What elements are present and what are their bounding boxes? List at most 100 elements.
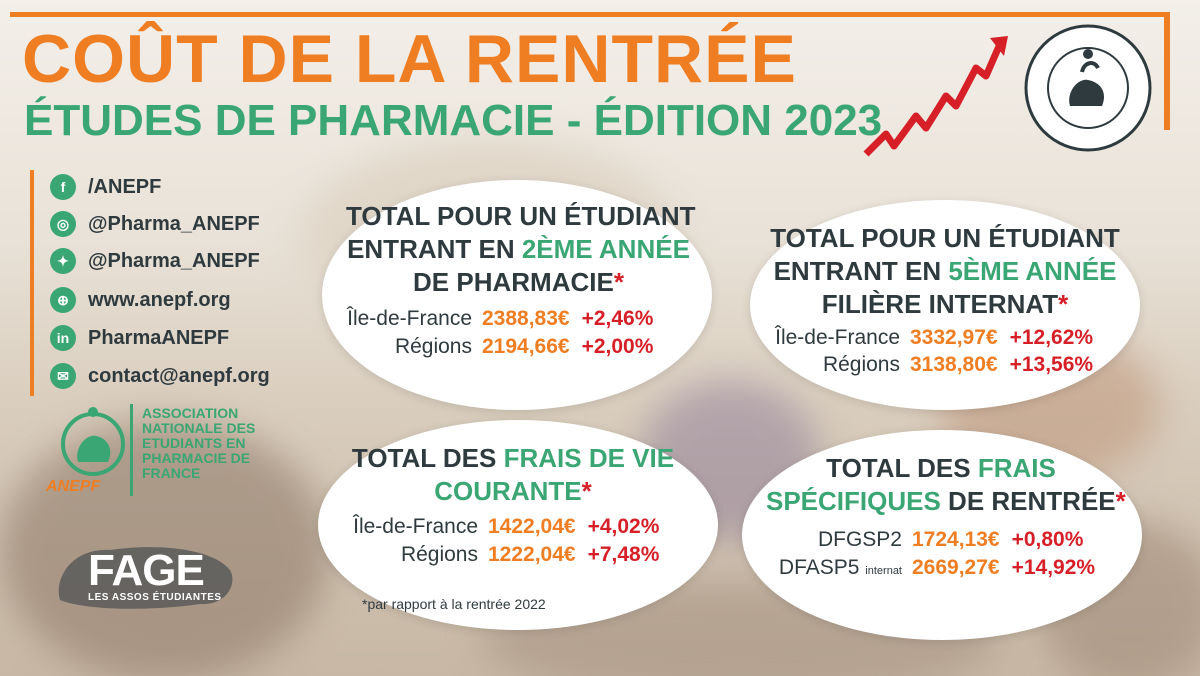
cost-row: DFASP5 internat 2669,27€ +14,92% bbox=[762, 556, 1095, 580]
card-specific-fees bbox=[742, 430, 1142, 640]
social-label: @Pharma_ANEPF bbox=[88, 212, 260, 235]
asterisk: * bbox=[1115, 486, 1126, 516]
facebook-icon: f bbox=[50, 174, 76, 200]
cost-row: DFGSP2 1724,13€ +0,80% bbox=[762, 528, 1083, 552]
asterisk: * bbox=[581, 476, 592, 506]
row-value: 2194,66€ bbox=[482, 335, 570, 358]
row-label: Régions bbox=[822, 353, 900, 376]
row-change: +7,48% bbox=[587, 543, 660, 566]
page-subtitle: ÉTUDES DE PHARMACIE - ÉDITION 2023 bbox=[24, 96, 883, 145]
social-label: www.anepf.org bbox=[88, 288, 231, 311]
card-title-line: TOTAL DES FRAIS DE VIE bbox=[338, 442, 688, 475]
fage-tagline: LES ASSOS ÉTUDIANTES bbox=[88, 592, 222, 603]
row-change: +14,92% bbox=[1011, 556, 1096, 579]
mail-icon: ✉ bbox=[50, 363, 76, 389]
card-title-highlight: SPÉCIFIQUES bbox=[766, 486, 941, 516]
row-value: 1724,13€ bbox=[912, 528, 1000, 551]
card-title-text: DE PHARMACIE bbox=[413, 267, 614, 297]
page-title: COÛT DE LA RENTRÉE bbox=[22, 21, 797, 97]
row-label: DFASP5 internat bbox=[762, 556, 902, 580]
card-title-line: SPÉCIFIQUES DE RENTRÉE* bbox=[766, 485, 1126, 518]
row-change: +2,46% bbox=[581, 307, 654, 330]
row-value: 2388,83€ bbox=[482, 307, 570, 330]
card-title-text: TOTAL DES bbox=[826, 453, 978, 483]
row-label: Régions bbox=[400, 543, 478, 566]
social-linkedin[interactable]: in PharmaANEPF bbox=[50, 323, 229, 353]
orange-frame-right bbox=[1164, 12, 1170, 130]
card-title-highlight: COURANTE bbox=[434, 476, 582, 506]
footnote: *par rapport à la rentrée 2022 bbox=[362, 596, 546, 612]
cost-row: Île-de-France 2388,83€ +2,46% bbox=[330, 307, 653, 331]
anepf-acronym: ANEPF bbox=[46, 478, 101, 495]
card-title-highlight: FRAIS DE VIE bbox=[503, 443, 675, 473]
fage-logo-icon bbox=[58, 547, 233, 609]
card-title-line: FILIÈRE INTERNAT* bbox=[770, 288, 1120, 321]
card-title-highlight: FRAIS bbox=[977, 453, 1056, 483]
row-change: +2,00% bbox=[581, 335, 654, 358]
social-twitter[interactable]: ✦ @Pharma_ANEPF bbox=[50, 246, 260, 276]
row-change: +0,80% bbox=[1011, 528, 1084, 551]
card-title-text: FILIÈRE INTERNAT bbox=[821, 289, 1059, 319]
asterisk: * bbox=[613, 267, 624, 297]
cost-row: Régions 1222,04€ +7,48% bbox=[330, 543, 659, 567]
card-title: TOTAL DES FRAIS DE VIE COURANTE* bbox=[338, 442, 688, 508]
card-title-text: ENTRANT EN bbox=[773, 256, 949, 286]
cost-row: Régions 3138,80€ +13,56% bbox=[756, 353, 1093, 377]
row-change: +12,62% bbox=[1009, 326, 1094, 349]
card-title-line: TOTAL DES FRAIS bbox=[766, 452, 1116, 485]
row-value: 3138,80€ bbox=[910, 353, 998, 376]
anepf-logo-icon bbox=[61, 407, 125, 476]
row-label: DFGSP2 bbox=[817, 528, 902, 551]
card-title: TOTAL DES FRAIS SPÉCIFIQUES DE RENTRÉE* bbox=[766, 452, 1126, 518]
row-value: 2669,27€ bbox=[912, 556, 1000, 579]
row-label-text: DFASP5 bbox=[778, 556, 860, 579]
social-divider bbox=[30, 170, 34, 396]
row-label: Régions bbox=[394, 335, 472, 358]
cost-row: Régions 2194,66€ +2,00% bbox=[330, 335, 653, 359]
row-change: +4,02% bbox=[587, 515, 660, 538]
social-website[interactable]: ⊕ www.anepf.org bbox=[50, 285, 231, 315]
social-instagram[interactable]: ◎ @Pharma_ANEPF bbox=[50, 209, 260, 239]
row-value: 1422,04€ bbox=[488, 515, 576, 538]
cost-row: Île-de-France 3332,97€ +12,62% bbox=[756, 326, 1093, 350]
social-facebook[interactable]: f /ANEPF bbox=[50, 172, 161, 202]
card-fifth-year bbox=[750, 200, 1140, 410]
card-title-line: ENTRANT EN 5ÈME ANNÉE bbox=[770, 255, 1120, 288]
card-title-line: TOTAL POUR UN ÉTUDIANT bbox=[346, 201, 696, 231]
association-divider bbox=[130, 404, 133, 496]
linkedin-icon: in bbox=[50, 325, 76, 351]
cost-row: Île-de-France 1422,04€ +4,02% bbox=[330, 515, 659, 539]
row-value: 1222,04€ bbox=[488, 543, 576, 566]
row-label: Île-de-France bbox=[353, 515, 478, 538]
card-title-text: DE RENTRÉE bbox=[940, 486, 1116, 516]
card-title-text: ENTRANT EN bbox=[347, 234, 522, 264]
rising-arrow-icon bbox=[863, 36, 1008, 157]
card-title-line: COURANTE* bbox=[338, 475, 688, 508]
row-value: 3332,97€ bbox=[910, 326, 998, 349]
social-label: contact@anepf.org bbox=[88, 364, 270, 387]
anepf-seal-icon bbox=[1024, 24, 1152, 152]
card-title: TOTAL POUR UN ÉTUDIANT ENTRANT EN 5ÈME A… bbox=[770, 222, 1120, 321]
card-title-line: DE PHARMACIE* bbox=[346, 266, 691, 299]
card-title-line: TOTAL POUR UN ÉTUDIANT bbox=[770, 223, 1120, 253]
orange-frame-top bbox=[10, 12, 1168, 17]
social-label: PharmaANEPF bbox=[88, 326, 230, 349]
card-title: TOTAL POUR UN ÉTUDIANT ENTRANT EN 2ÈME A… bbox=[346, 200, 696, 299]
card-living-costs bbox=[318, 420, 718, 630]
row-label-note: internat bbox=[865, 565, 902, 577]
asterisk: * bbox=[1058, 289, 1069, 319]
fage-name: FAGE bbox=[88, 546, 205, 595]
social-label: /ANEPF bbox=[88, 175, 162, 198]
card-title-highlight: 5ÈME ANNÉE bbox=[948, 256, 1117, 286]
row-label: Île-de-France bbox=[347, 307, 472, 330]
instagram-icon: ◎ bbox=[50, 211, 76, 237]
row-change: +13,56% bbox=[1009, 353, 1094, 376]
association-name: ASSOCIATION NATIONALE DES ETUDIANTS EN P… bbox=[142, 405, 256, 481]
social-email[interactable]: ✉ contact@anepf.org bbox=[50, 361, 270, 391]
card-title-line: ENTRANT EN 2ÈME ANNÉE bbox=[346, 233, 691, 266]
card-title-highlight: 2ÈME ANNÉE bbox=[521, 234, 690, 264]
social-label: @Pharma_ANEPF bbox=[88, 249, 260, 272]
card-second-year bbox=[322, 180, 712, 410]
card-title-text: TOTAL DES bbox=[351, 443, 504, 473]
